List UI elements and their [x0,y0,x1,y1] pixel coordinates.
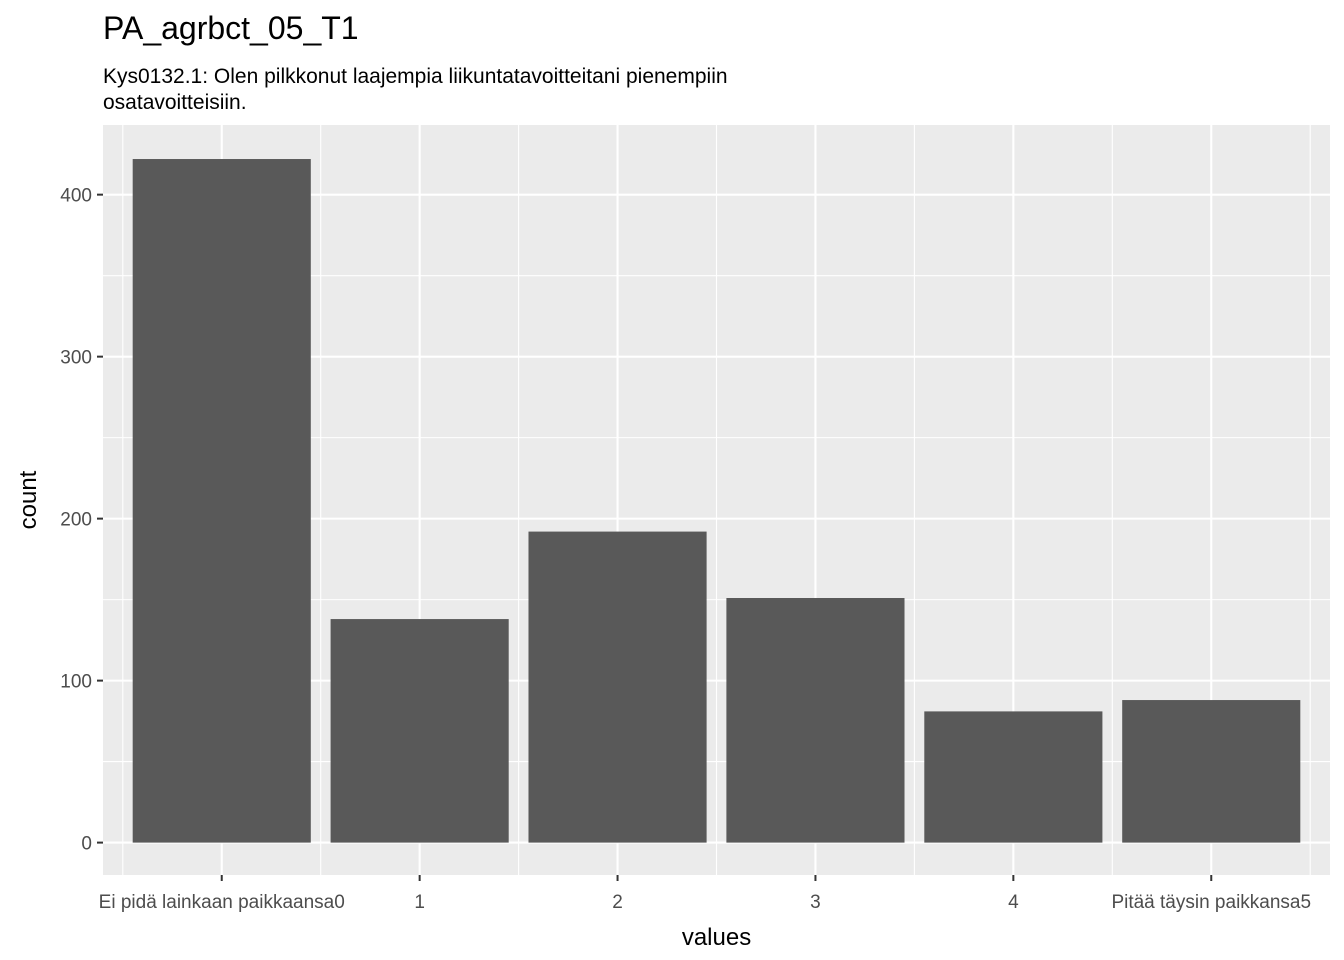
bars [132,159,1301,843]
x-tick-label: 1 [414,892,425,913]
y-axis-title: count [15,470,42,529]
x-tick-label: 4 [1008,892,1019,913]
bar-5 [1122,700,1301,843]
y-tick-label: 100 [60,672,92,693]
y-tick-label: 400 [60,186,92,207]
subtitle-line-1: Kys0132.1: Olen pilkkonut laajempia liik… [103,65,728,88]
subtitle-line-2: osatavoitteisiin. [103,91,247,114]
bar-2 [528,531,707,843]
y-tick-label: 300 [60,348,92,369]
x-axis: Ei pidä lainkaan paikkaansa0 1 2 3 4 Pitää tä… [99,875,1311,913]
bar-0 [132,159,311,843]
y-tick-label: 200 [60,510,92,531]
y-axis: 0 100 200 300 400 [60,186,103,855]
bar-1 [330,619,509,843]
x-tick-label: 2 [612,892,623,913]
y-tick-label: 0 [81,834,92,855]
x-axis-title: values [682,924,751,951]
bar-4 [924,711,1103,843]
x-tick-label: Pitää täysin paikkansa5 [1111,892,1311,913]
x-tick-label: 3 [810,892,821,913]
chart-subtitle: Kys0132.1: Olen pilkkonut laajempia liik… [103,64,923,116]
bar-3 [726,598,905,843]
x-tick-label: Ei pidä lainkaan paikkaansa0 [99,892,345,913]
chart-title: PA_agrbct_05_T1 [103,10,359,46]
